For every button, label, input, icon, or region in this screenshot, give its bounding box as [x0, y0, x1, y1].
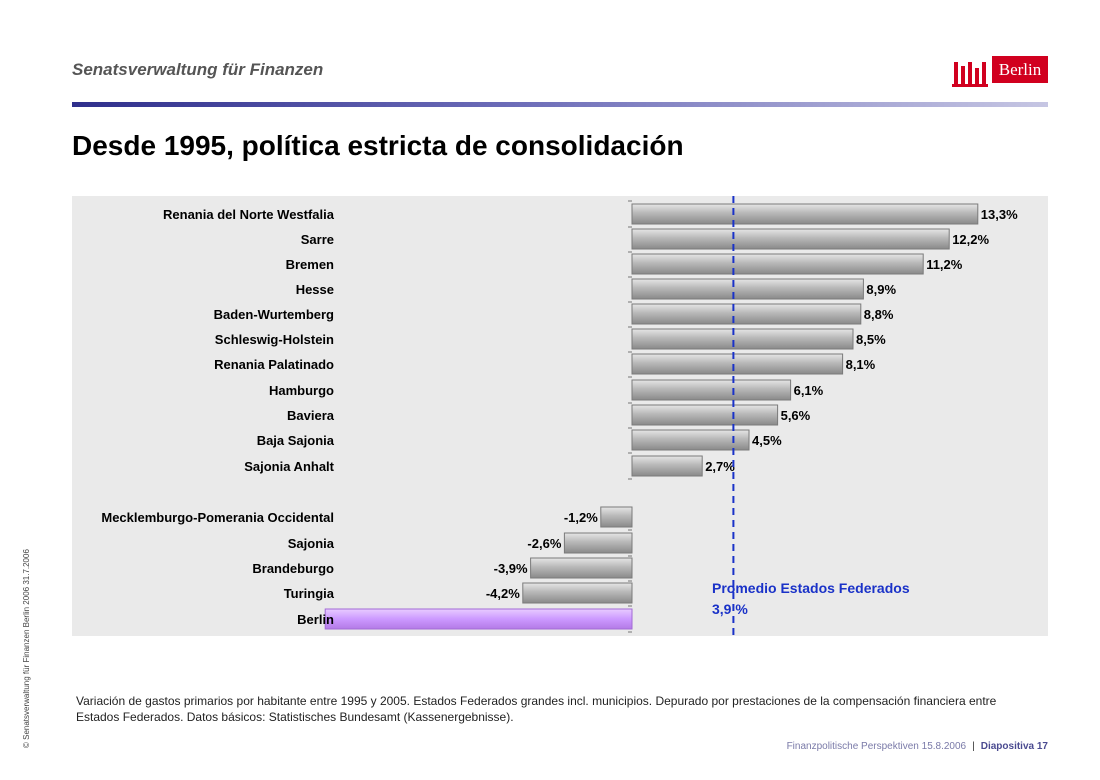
category-label: Sajonia Anhalt: [244, 459, 334, 474]
bar: [631, 228, 950, 250]
footer-separator: |: [972, 741, 975, 752]
slide-footer: Finanzpolitische Perspektiven 15.8.2006 |…: [787, 741, 1048, 752]
bar: [631, 328, 854, 350]
category-label: Baviera: [287, 408, 335, 423]
slide-title: Desde 1995, política estricta de consoli…: [72, 130, 684, 161]
bar: [631, 455, 703, 477]
category-label: Renania Palatinado: [214, 357, 334, 372]
category-label: Mecklemburgo-Pomerania Occidental: [101, 510, 334, 525]
value-label: -2,6%: [527, 536, 561, 551]
slide-number: Diapositiva 17: [980, 741, 1048, 752]
value-label: 5,6%: [781, 408, 811, 423]
category-label: Sajonia: [288, 536, 335, 551]
bar: [530, 557, 633, 579]
logo-bar-2: [961, 66, 965, 84]
value-label: 4,5%: [752, 433, 782, 448]
value-label: 12,2%: [952, 232, 989, 247]
presentation-name: Finanzpolitische Perspektiven 15.8.2006: [786, 741, 967, 752]
header-rule: [72, 102, 1048, 107]
logo-base: [952, 84, 988, 87]
copyright-sidebar: © Senatsverwaltung für Finanzen Berlin 2…: [22, 549, 31, 748]
bar: [631, 404, 779, 426]
organization-name: Senatsverwaltung für Finanzen: [72, 60, 324, 79]
value-label: 6,1%: [794, 383, 824, 398]
value-label: 8,5%: [856, 332, 886, 347]
logo-bar-5: [982, 62, 986, 84]
category-label: Baden-Wurtemberg: [214, 307, 334, 322]
bar: [631, 429, 750, 451]
category-label: Bremen: [286, 257, 334, 272]
value-label: 8,8%: [864, 307, 894, 322]
average-value: 3,9 %: [712, 601, 748, 617]
value-label: 2,7%: [705, 459, 735, 474]
logo-bar-4: [975, 68, 979, 84]
category-label: Baja Sajonia: [257, 433, 335, 448]
bar: [324, 608, 633, 630]
value-label: -4,2%: [486, 586, 520, 601]
bar: [600, 506, 633, 528]
value-label: 8,9%: [866, 282, 896, 297]
bar: [631, 203, 979, 225]
value-label: 11,2%: [926, 257, 963, 272]
bar: [631, 253, 924, 275]
logo-text: Berlin: [992, 56, 1048, 83]
value-label: 8,1%: [846, 357, 876, 372]
value-label: -1,2%: [564, 510, 598, 525]
average-label: Promedio Estados Federados: [712, 580, 910, 596]
category-label: Brandeburgo: [252, 561, 334, 576]
footnote: Variación de gastos primarios por habita…: [76, 694, 997, 724]
category-label: Schleswig-Holstein: [215, 332, 334, 347]
category-label: Hamburgo: [269, 383, 334, 398]
bar: [631, 353, 844, 375]
bar: [631, 379, 792, 401]
value-label: 13,3%: [981, 207, 1018, 222]
bar: [631, 278, 864, 300]
category-label: Hesse: [296, 282, 334, 297]
chart-svg: Renania del Norte Westfalia 13,3% Sarre 12,…: [101, 196, 1018, 636]
category-label: Berlin: [297, 612, 334, 627]
bar-chart: Renania del Norte Westfalia 13,3% Sarre 12,…: [72, 196, 1048, 636]
category-label: Turingia: [284, 586, 335, 601]
bar: [631, 303, 862, 325]
bar: [563, 532, 633, 554]
logo-bar-1: [954, 62, 958, 84]
category-label: Sarre: [301, 232, 334, 247]
bar: [522, 582, 633, 604]
logo-bar-3: [968, 62, 972, 84]
category-label: Renania del Norte Westfalia: [163, 207, 335, 222]
berlin-logo: Berlin: [952, 56, 1052, 92]
value-label: -3,9%: [494, 561, 528, 576]
